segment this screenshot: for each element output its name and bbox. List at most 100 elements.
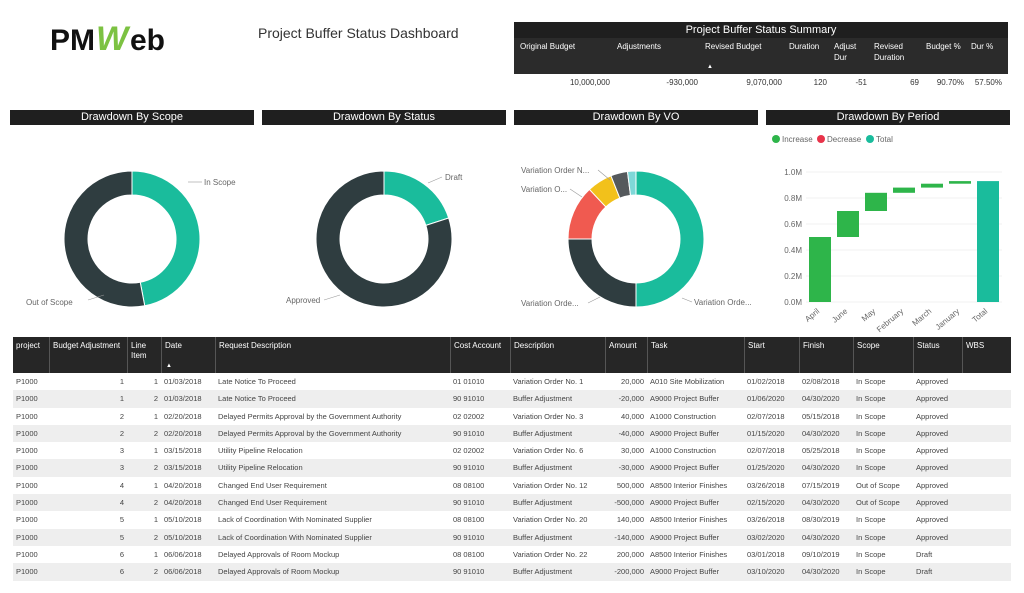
col-line-item[interactable]: Line Item — [127, 337, 161, 373]
table-cell: Buffer Adjustment — [513, 394, 573, 404]
summary-title: Project Buffer Status Summary — [514, 22, 1008, 38]
table-cell: 03/02/2020 — [747, 532, 785, 542]
vo-label-4: Variation Order N... — [521, 166, 589, 175]
table-cell: Draft — [916, 567, 933, 577]
logo-text-w: W — [96, 20, 131, 58]
col-date[interactable]: Date ▲ — [161, 337, 215, 373]
summary-header-original-budget[interactable]: Original Budget — [520, 42, 576, 51]
table-row[interactable]: P1000 3 2 03/15/2018 Utility Pipeline Reloca… — [13, 459, 1011, 477]
table-cell: Approved — [916, 532, 949, 542]
table-cell: P1000 — [16, 498, 38, 508]
table-cell: 05/25/2018 — [802, 446, 840, 456]
drawdown-by-period-panel[interactable]: Drawdown By Period Increase Decrease Tot… — [766, 110, 1010, 340]
table-cell: In Scope — [856, 532, 886, 542]
table-row[interactable]: P1000 4 2 04/20/2018 Changed End User Requir… — [13, 494, 1011, 512]
col-request-description[interactable]: Request Description — [215, 337, 450, 373]
table-cell — [962, 442, 1011, 459]
table-cell: 02 02002 — [453, 446, 485, 456]
col-finish[interactable]: Finish — [799, 337, 853, 373]
table-cell: A9000 Project Buffer — [650, 567, 720, 577]
table-cell: 90 91010 — [453, 428, 485, 438]
scope-donut-chart[interactable]: In Scope Out of Scope — [10, 125, 254, 325]
table-cell: 06/06/2018 — [164, 549, 202, 559]
status-slice-0[interactable] — [383, 170, 450, 227]
summary-header-duration[interactable]: Duration — [789, 42, 820, 51]
scope-slice-1[interactable] — [63, 170, 146, 308]
vo-slice-1[interactable] — [567, 238, 637, 308]
scope-slice-0[interactable] — [131, 170, 201, 307]
table-cell: Lack of Coordination With Nominated Supp… — [218, 532, 372, 542]
table-cell: -40,000 — [618, 428, 644, 438]
summary-revised-budget: 9,070,000 — [746, 78, 782, 87]
table-cell: 04/30/2020 — [802, 532, 840, 542]
table-cell — [962, 459, 1011, 476]
table-cell: 6 — [119, 567, 124, 577]
table-row[interactable]: P1000 3 1 03/15/2018 Utility Pipeline Reloca… — [13, 442, 1011, 459]
table-cell: A9000 Project Buffer — [650, 532, 720, 542]
summary-header-revised-budget[interactable]: Revised Budget ▲ — [702, 38, 786, 74]
summary-header-adjust-dur[interactable]: Adjust Dur — [834, 42, 857, 62]
table-row[interactable]: P1000 1 1 01/03/2018 Late Notice To Proceed 0… — [13, 373, 1011, 390]
table-cell: 1 — [119, 394, 124, 404]
period-bar-5[interactable] — [949, 181, 971, 184]
summary-header-budget-pct[interactable]: Budget % — [926, 42, 961, 51]
vo-donut-chart[interactable]: Variation Orde... Variation Orde... Vari… — [514, 125, 758, 325]
col-status[interactable]: Status — [913, 337, 962, 373]
table-cell: P1000 — [16, 463, 38, 473]
scope-label-in-scope: In Scope — [204, 178, 236, 187]
period-bar-2[interactable] — [865, 192, 887, 211]
table-cell: 500,000 — [616, 480, 644, 490]
col-cost-account[interactable]: Cost Account — [450, 337, 510, 373]
table-row[interactable]: P1000 4 1 04/20/2018 Changed End User Requir… — [13, 477, 1011, 494]
summary-header-revised-duration[interactable]: Revised Duration — [874, 42, 905, 62]
table-row[interactable]: P1000 1 2 01/03/2018 Late Notice To Proceed 9… — [13, 390, 1011, 408]
col-scope[interactable]: Scope — [853, 337, 913, 373]
legend-increase-label: Increase — [782, 135, 813, 144]
col-budget-adjustment[interactable]: Budget Adjustment — [49, 337, 127, 373]
table-cell: 2 — [153, 394, 158, 404]
y-tick-label-1: 0.8M — [784, 194, 802, 203]
period-waterfall-chart[interactable]: Increase Decrease Total 1.0M 0.8M 0.6M 0.4M… — [766, 125, 1010, 340]
table-cell: 90 91010 — [453, 498, 485, 508]
table-row[interactable]: P1000 6 1 06/06/2018 Delayed Approvals of Ro… — [13, 546, 1011, 563]
table-cell: In Scope — [856, 394, 886, 404]
col-amount[interactable]: Amount — [605, 337, 647, 373]
table-row[interactable]: P1000 2 1 02/20/2018 Delayed Permits Approva… — [13, 408, 1011, 425]
table-cell: 02/15/2020 — [747, 498, 785, 508]
period-bar-3[interactable] — [893, 187, 915, 193]
table-cell: 02/07/2018 — [747, 446, 785, 456]
vo-slice-5[interactable] — [626, 170, 637, 196]
period-bar-6[interactable] — [977, 181, 999, 302]
table-cell — [962, 546, 1011, 563]
x-tick-label-6: Total — [971, 306, 990, 324]
table-cell: P1000 — [16, 480, 38, 490]
status-chart-title: Drawdown By Status — [262, 110, 506, 125]
status-slice-1[interactable] — [315, 170, 453, 308]
period-bar-4[interactable] — [921, 183, 943, 188]
col-project[interactable]: project — [16, 341, 41, 350]
period-bar-0[interactable] — [809, 237, 831, 302]
period-bar-1[interactable] — [837, 211, 859, 237]
summary-header-adjustments[interactable]: Adjustments — [617, 42, 662, 51]
status-donut-chart[interactable]: Draft Approved — [262, 125, 506, 325]
col-description[interactable]: Description — [510, 337, 605, 373]
col-task[interactable]: Task — [647, 337, 744, 373]
table-cell: -20,000 — [618, 394, 644, 404]
vo-slice-0[interactable] — [635, 170, 705, 308]
drawdown-by-vo-panel[interactable]: Drawdown By VO Variation Orde... Variati… — [514, 110, 758, 325]
table-row[interactable]: P1000 5 2 05/10/2018 Lack of Coordination Wi… — [13, 528, 1011, 546]
col-wbs[interactable]: WBS — [962, 337, 1011, 373]
table-cell: 30,000 — [621, 446, 644, 456]
drawdown-by-status-panel[interactable]: Drawdown By Status Draft Approved — [262, 110, 506, 325]
summary-header-dur-pct[interactable]: Dur % — [971, 42, 994, 51]
table-cell: Buffer Adjustment — [513, 463, 573, 473]
table-row[interactable]: P1000 2 2 02/20/2018 Delayed Permits Approva… — [13, 424, 1011, 443]
drawdown-by-scope-panel[interactable]: Drawdown By Scope In Scope Out of Scope — [10, 110, 254, 325]
table-row[interactable]: P1000 5 1 05/10/2018 Lack of Coordination Wi… — [13, 511, 1011, 528]
table-cell: In Scope — [856, 428, 886, 438]
col-start[interactable]: Start — [744, 337, 799, 373]
table-cell: Changed End User Requirement — [218, 498, 327, 508]
table-cell: 04/30/2020 — [802, 394, 840, 404]
table-cell: 6 — [119, 549, 124, 559]
table-row[interactable]: P1000 6 2 06/06/2018 Delayed Approvals of Ro… — [13, 563, 1011, 581]
